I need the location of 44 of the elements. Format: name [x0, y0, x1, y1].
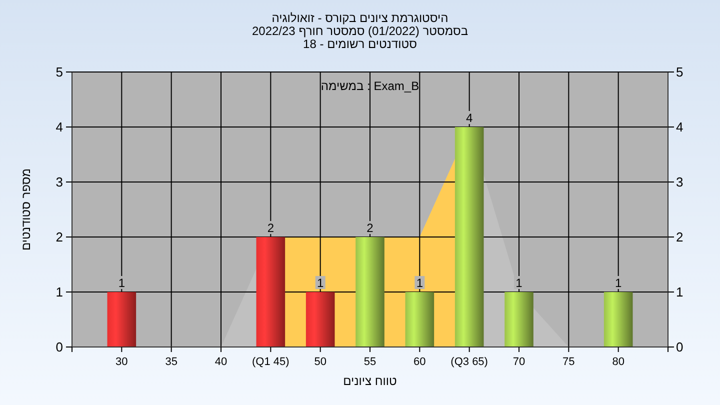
x-tick-label: 60	[414, 356, 426, 368]
data-label: 2	[267, 221, 274, 235]
y2-tick-label: 4	[676, 120, 684, 135]
x-tick-label: 70	[512, 356, 526, 368]
x-tick-label: 30	[116, 356, 128, 368]
y2-tick-label: 0	[676, 340, 684, 355]
data-label: 1	[416, 276, 424, 290]
bar	[405, 292, 434, 347]
y-tick-label: 1	[56, 284, 63, 300]
bar	[306, 292, 335, 347]
y-tick-label: 5	[56, 64, 63, 80]
y2-tick-label: 3	[676, 174, 684, 190]
chart-title: היסטוגרמת ציונים בקורס - זואולוגיה	[272, 11, 448, 25]
y-tick-label: 4	[56, 120, 63, 135]
x-tick-label: 75	[562, 356, 575, 368]
data-label: 1	[614, 276, 622, 290]
x-tick-label: 55	[364, 356, 376, 368]
x-tick-label: 35	[165, 356, 178, 368]
data-label: 1	[316, 276, 324, 290]
y-tick-label: 3	[56, 174, 63, 190]
bar	[604, 292, 633, 347]
data-label: 2	[366, 221, 374, 235]
y2-tick-label: 1	[676, 284, 684, 300]
bar	[256, 237, 286, 347]
y2-tick-label: 5	[676, 64, 684, 80]
bar	[107, 292, 136, 347]
data-label: 1	[516, 276, 523, 290]
x-tick-label: 50	[314, 356, 326, 368]
x-tick-label: (Q1 45)	[252, 356, 290, 368]
bar	[454, 127, 484, 347]
chart-subtitle: בסמסטר (01/2022) סמסטר חורף 2022/23 סטודנטים רשומים - 18	[252, 24, 468, 51]
y-axis-title: מספר סטודנטים	[19, 168, 33, 251]
y2-tick-label: 2	[676, 230, 684, 245]
y-tick-label: 0	[56, 340, 63, 355]
data-label: 1	[118, 276, 126, 290]
x-tick-label: 80	[612, 356, 624, 368]
bar	[356, 237, 384, 347]
bar	[504, 292, 534, 347]
y-tick-label: 2	[56, 230, 63, 245]
x-tick-label: (Q3 65)	[450, 356, 488, 368]
annotation: במשימה : Exam_B	[320, 79, 420, 93]
x-tick-label: 40	[214, 356, 228, 368]
data-label: 4	[466, 111, 473, 125]
x-axis-title: טווח ציונים	[343, 374, 398, 388]
